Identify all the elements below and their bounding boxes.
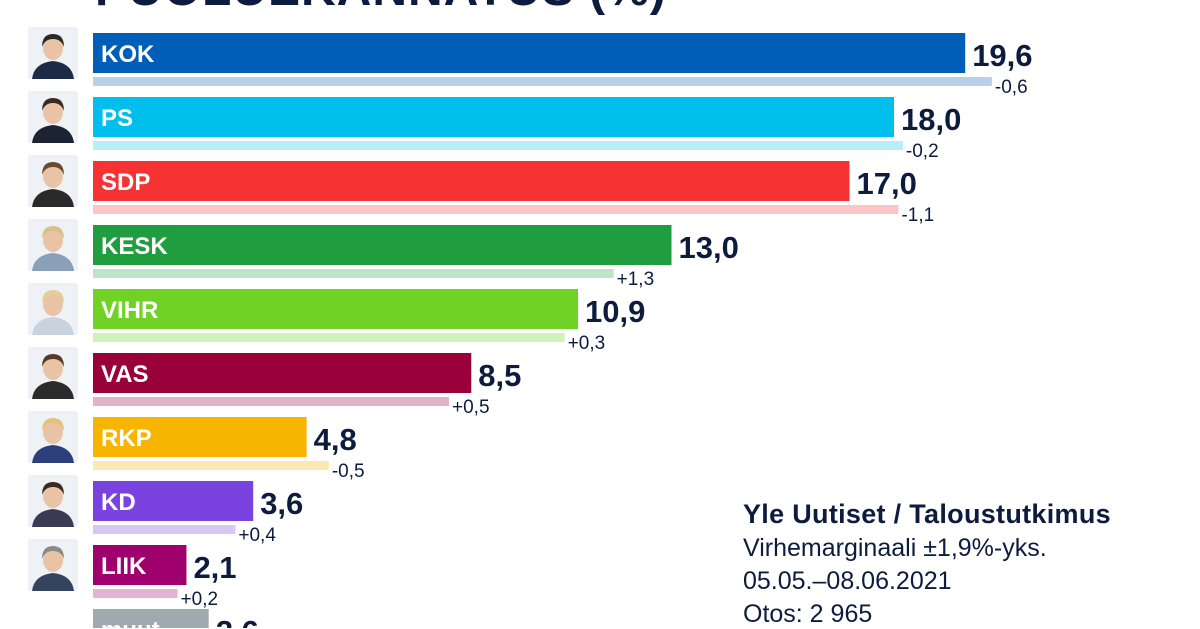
portrait-kd — [28, 475, 78, 527]
change-label-liik: +0,2 — [181, 589, 219, 610]
sample-size: Otos: 2 965 — [743, 600, 873, 628]
bar-sdp — [93, 161, 850, 201]
bar-kok — [93, 33, 966, 73]
portrait-ps — [28, 91, 78, 143]
portrait-kok — [28, 27, 78, 79]
previous-bar-sdp — [93, 205, 899, 214]
change-label-sdp: -1,1 — [901, 205, 934, 226]
portrait-rkp — [28, 411, 78, 463]
bar-label-liik: LIIK — [101, 553, 147, 580]
previous-bar-liik — [93, 589, 178, 598]
portrait-vas — [28, 347, 78, 399]
bar-rkp — [93, 417, 307, 457]
bar-label-vas: VAS — [101, 361, 149, 388]
value-label-vas: 8,5 — [478, 358, 521, 393]
bar-vas — [93, 353, 472, 393]
value-label-kesk: 13,0 — [679, 230, 739, 265]
bar-label-sdp: SDP — [101, 169, 150, 196]
value-label-liik: 2,1 — [193, 550, 236, 585]
bar-label-ps: PS — [101, 105, 133, 132]
bar-kesk — [93, 225, 672, 265]
change-label-rkp: -0,5 — [332, 461, 365, 482]
previous-bar-vihr — [93, 333, 565, 342]
change-label-kesk: +1,3 — [617, 269, 655, 290]
previous-bar-kd — [93, 525, 236, 534]
bar-label-kesk: KESK — [101, 233, 168, 260]
value-label-sdp: 17,0 — [857, 166, 917, 201]
previous-bar-ps — [93, 141, 903, 150]
portrait-sdp — [28, 155, 78, 207]
change-label-vas: +0,5 — [452, 397, 490, 418]
source-credit: Yle Uutiset / Taloustutkimus — [743, 499, 1111, 529]
bar-label-muut: muut — [101, 617, 160, 628]
portrait-liik — [28, 539, 78, 591]
bar-ps — [93, 97, 894, 137]
bar-kd — [93, 481, 254, 521]
value-label-kd: 3,6 — [260, 486, 303, 521]
previous-bar-kesk — [93, 269, 614, 278]
previous-bar-kok — [93, 77, 992, 86]
previous-bar-vas — [93, 397, 449, 406]
change-label-kok: -0,6 — [995, 77, 1028, 98]
survey-period: 05.05.–08.06.2021 — [743, 567, 952, 595]
change-label-kd: +0,4 — [238, 525, 276, 546]
bar-liik — [93, 545, 187, 585]
portrait-vihr — [28, 283, 78, 335]
bar-vihr — [93, 289, 579, 329]
bar-label-vihr: VIHR — [101, 297, 158, 324]
credit-block: Yle Uutiset / Taloustutkimus Virhemargin… — [743, 499, 1183, 629]
value-label-rkp: 4,8 — [314, 422, 357, 457]
chart-title: PUOLUEKANNATUS (%) — [95, 0, 667, 17]
error-margin: Virhemarginaali ±1,9%-yks. — [743, 534, 1047, 562]
value-label-kok: 19,6 — [972, 38, 1032, 73]
change-label-ps: -0,2 — [906, 141, 939, 162]
previous-bar-rkp — [93, 461, 329, 470]
change-label-vihr: +0,3 — [568, 333, 606, 354]
bar-muut — [93, 609, 209, 628]
portrait-kesk — [28, 219, 78, 271]
value-label-muut: 2,6 — [216, 614, 259, 628]
value-label-vihr: 10,9 — [585, 294, 645, 329]
bar-label-rkp: RKP — [101, 425, 152, 452]
value-label-ps: 18,0 — [901, 102, 961, 137]
bar-label-kd: KD — [101, 489, 136, 516]
bar-label-kok: KOK — [101, 41, 155, 68]
